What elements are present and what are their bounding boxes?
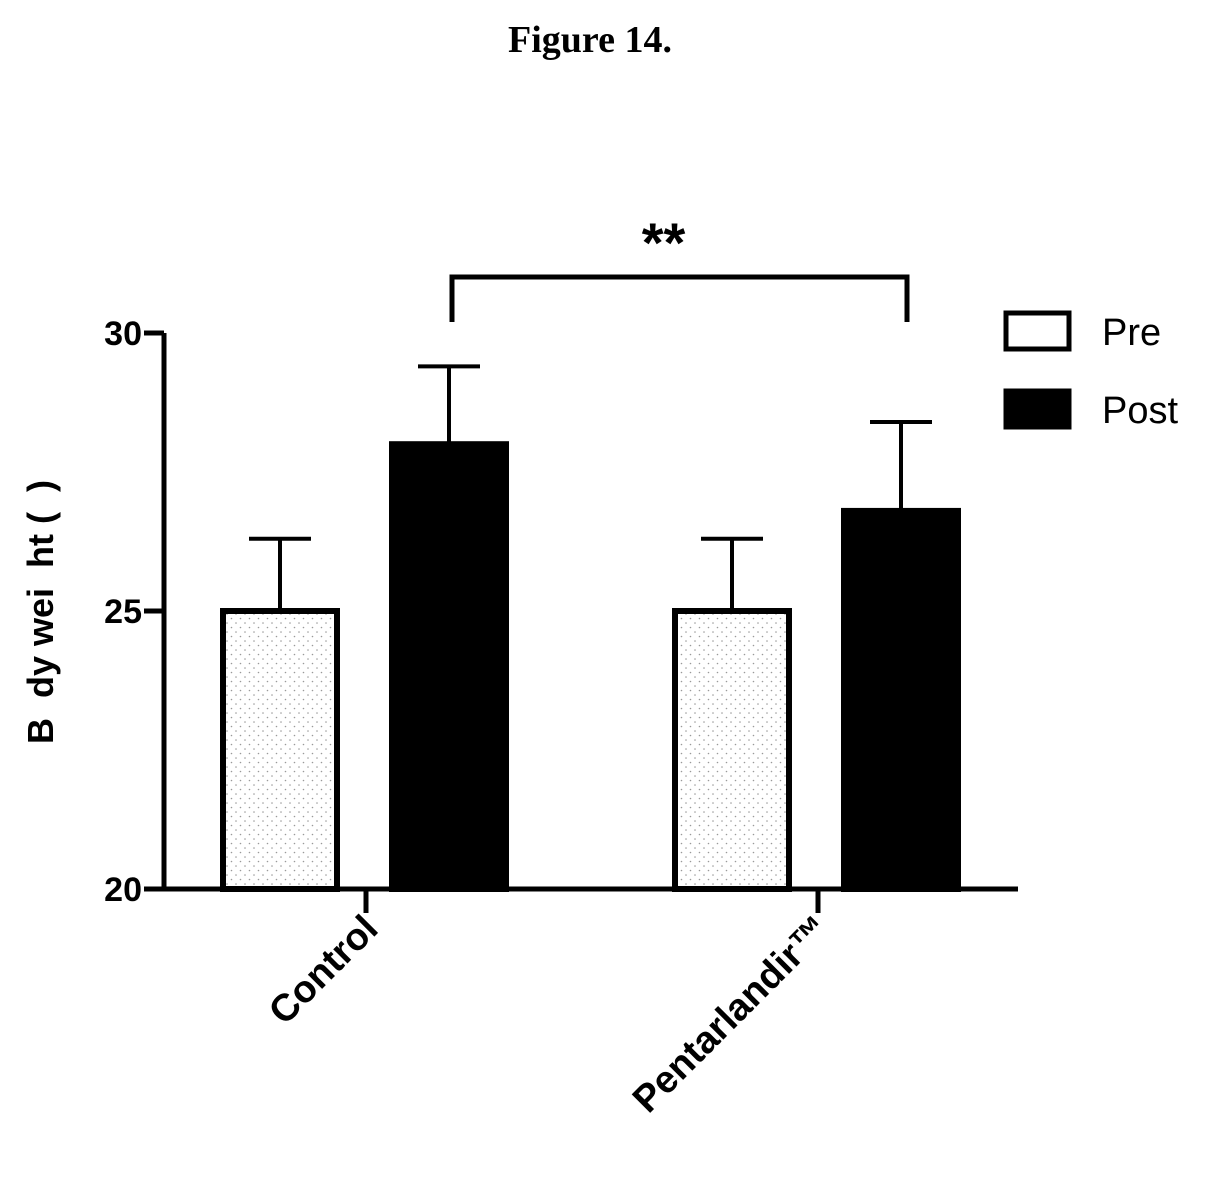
y-axis-label: B dy wei ht ( ) — [20, 480, 61, 744]
y-tick-label: 30 — [104, 315, 142, 353]
x-tick-label: Control — [261, 908, 386, 1033]
bar-post-pentarlandir — [841, 507, 961, 892]
legend-swatch-post — [1003, 388, 1072, 430]
significance-bracket — [449, 274, 910, 322]
plot-area: 20 25 30 B dy wei ht ( ) Control Pentarlandir… — [20, 211, 1178, 1121]
legend-label-pre: Pre — [1102, 312, 1161, 354]
significance-annotation: ** — [642, 211, 686, 274]
bar-pre-pentarlandir — [672, 608, 792, 892]
bar-pre-control — [220, 608, 340, 892]
figure-title: Figure 14. — [508, 19, 672, 61]
y-tick-label: 20 — [104, 871, 142, 909]
x-tick-label: Pentarlandir™ — [625, 908, 838, 1121]
y-tick-label: 25 — [104, 593, 142, 631]
bar-post-control — [389, 441, 509, 892]
legend-swatch-pre — [1003, 310, 1072, 352]
legend-label-post: Post — [1102, 390, 1178, 432]
